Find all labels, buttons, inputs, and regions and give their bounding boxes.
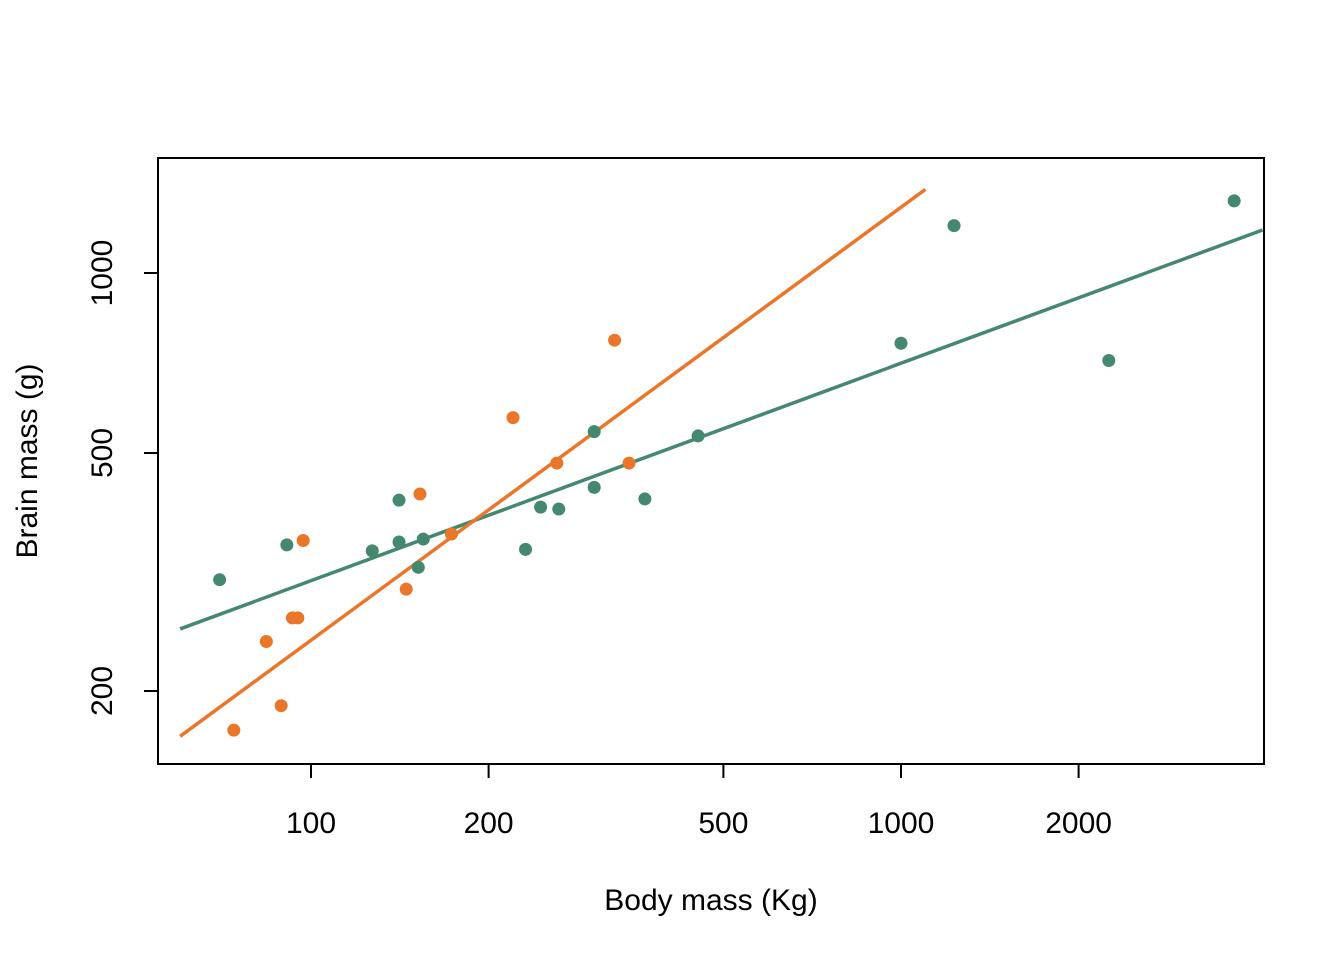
x-tick-label: 2000 bbox=[1045, 807, 1112, 840]
data-point-series-1 bbox=[1102, 353, 1116, 367]
data-point-series-1 bbox=[392, 535, 406, 549]
data-point-series-1 bbox=[411, 560, 425, 574]
data-point-series-2 bbox=[413, 487, 427, 501]
y-tick-label: 1000 bbox=[86, 240, 119, 307]
data-point-series-2 bbox=[622, 456, 636, 470]
data-point-series-2 bbox=[296, 534, 310, 548]
x-tick-label: 200 bbox=[464, 807, 514, 840]
data-point-series-1 bbox=[1227, 194, 1241, 208]
data-point-series-2 bbox=[550, 456, 564, 470]
data-point-series-1 bbox=[587, 425, 601, 439]
data-point-series-1 bbox=[947, 219, 961, 233]
data-point-series-1 bbox=[587, 480, 601, 494]
data-point-series-1 bbox=[213, 573, 227, 587]
data-point-series-2 bbox=[259, 634, 273, 648]
x-tick-label: 100 bbox=[286, 807, 336, 840]
x-tick-label: 1000 bbox=[868, 807, 935, 840]
x-tick-label: 500 bbox=[698, 807, 748, 840]
x-axis: 100 200 500 1000 2000 bbox=[286, 764, 1112, 840]
data-points bbox=[213, 194, 1241, 737]
y-axis-label: Brain mass (g) bbox=[11, 363, 44, 558]
data-point-series-1 bbox=[638, 492, 652, 506]
data-point-series-1 bbox=[416, 532, 430, 546]
data-point-series-2 bbox=[608, 333, 622, 347]
data-point-series-2 bbox=[506, 411, 520, 425]
data-point-series-1 bbox=[894, 336, 908, 350]
x-axis-label: Body mass (Kg) bbox=[604, 884, 817, 917]
data-point-series-1 bbox=[519, 542, 533, 556]
data-point-series-1 bbox=[365, 544, 379, 558]
data-point-series-2 bbox=[444, 527, 458, 541]
data-point-series-2 bbox=[274, 699, 288, 713]
data-point-series-1 bbox=[392, 493, 406, 507]
data-point-series-2 bbox=[227, 723, 241, 737]
fit-line-series-1 bbox=[179, 228, 1264, 631]
data-point-series-1 bbox=[552, 502, 566, 516]
y-tick-label: 200 bbox=[86, 666, 119, 716]
data-point-series-1 bbox=[280, 538, 294, 552]
data-point-series-2 bbox=[399, 582, 413, 596]
data-point-series-1 bbox=[534, 500, 548, 514]
data-point-series-2 bbox=[291, 611, 305, 625]
y-tick-label: 500 bbox=[86, 428, 119, 478]
y-axis: 200 500 1000 bbox=[86, 240, 158, 716]
fit-lines bbox=[179, 187, 1264, 738]
plot-frame bbox=[157, 157, 1265, 765]
data-point-series-1 bbox=[691, 429, 705, 443]
